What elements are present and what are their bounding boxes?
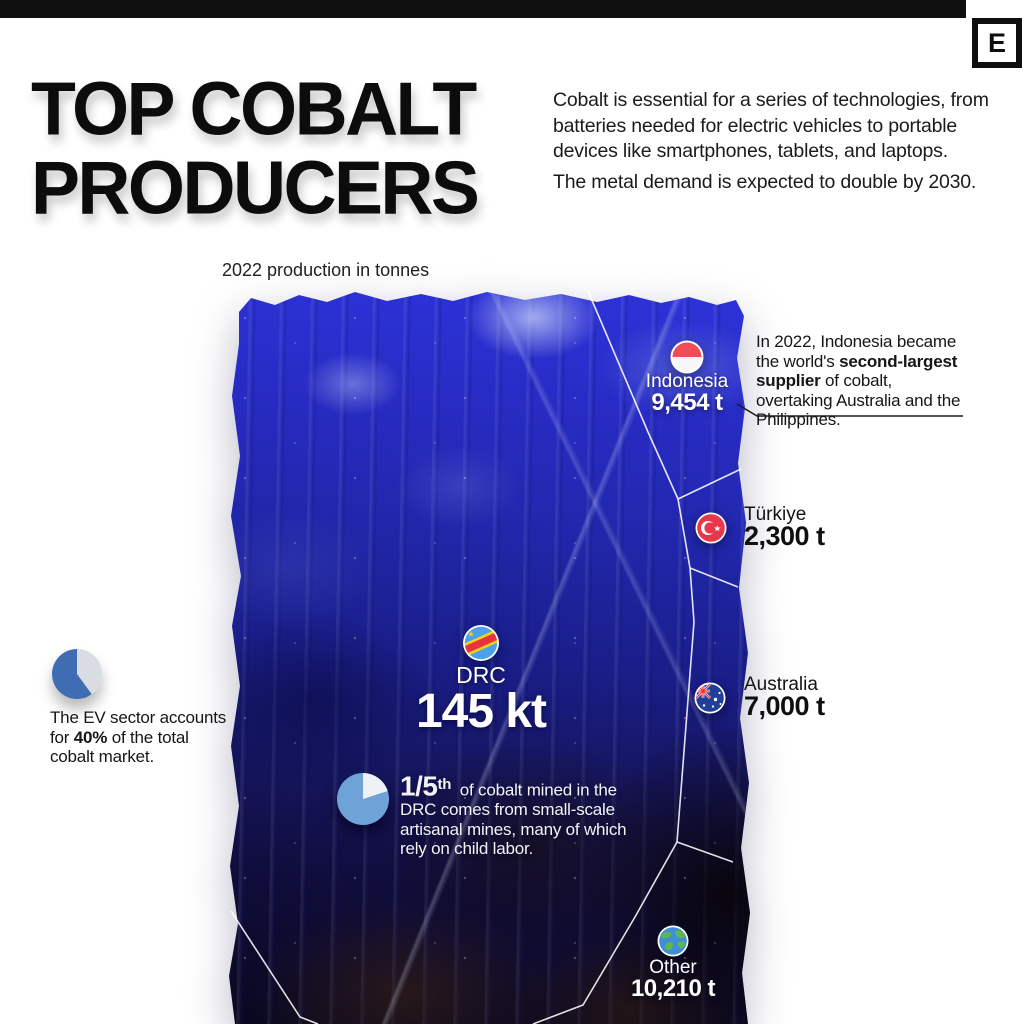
indonesia-callout: In 2022, Indonesia became the world's se… bbox=[756, 332, 970, 430]
artisanal-fraction: 1/5 bbox=[400, 770, 438, 802]
cell-border-australia-other bbox=[676, 841, 734, 863]
cell-border-turkiye-drc bbox=[677, 498, 691, 569]
australia-flag-icon bbox=[694, 682, 726, 714]
top-black-bar bbox=[0, 0, 966, 18]
page-title-line2: PRODUCERS bbox=[31, 146, 480, 231]
drc-flag-icon bbox=[463, 625, 499, 661]
intro-paragraph-2: The metal demand is expected to double b… bbox=[553, 171, 977, 193]
indonesia-callout-text: In 2022, Indonesia became the world's bbox=[756, 332, 957, 371]
ev-note-bold: 40% bbox=[73, 727, 108, 747]
artisanal-note-text: of cobalt mined in the DRC comes from sm… bbox=[400, 780, 627, 859]
drc-value: 145 kt bbox=[415, 685, 547, 738]
ev-note-text: The EV sector accounts for bbox=[50, 708, 227, 747]
ev-note-text-2: of the total cobalt market. bbox=[50, 727, 189, 767]
artisanal-share-pie bbox=[337, 773, 389, 825]
artisanal-note: 1/5th of cobalt mined in the DRC comes f… bbox=[400, 772, 632, 859]
other-label: Other bbox=[649, 957, 697, 978]
indonesia-label: Indonesia bbox=[645, 371, 729, 392]
ev-note: The EV sector accounts for 40% of the to… bbox=[50, 708, 230, 767]
australia-value: 7,000 t bbox=[744, 691, 825, 721]
cell-border-bottom-left bbox=[230, 910, 319, 1024]
cell-border-australia-drc bbox=[676, 567, 695, 843]
elements-logo: E bbox=[972, 18, 1022, 68]
australia-label: Australia bbox=[744, 674, 818, 695]
artisanal-fraction-sup: th bbox=[437, 776, 452, 793]
indonesia-flag-icon bbox=[670, 340, 704, 374]
turkiye-label: Türkiye bbox=[744, 504, 807, 525]
page-title: TOP COBALT PRODUCERS bbox=[31, 67, 480, 231]
elements-logo-letter: E bbox=[978, 24, 1016, 62]
intro-paragraph-1: Cobalt is essential for a series of tech… bbox=[553, 89, 989, 162]
cell-border-indonesia-turkiye bbox=[677, 468, 742, 500]
cell-border-turkiye-australia bbox=[689, 567, 739, 588]
chart-subtitle: 2022 production in tonnes bbox=[222, 260, 430, 280]
globe-icon bbox=[657, 925, 689, 957]
indonesia-callout-bold: second-largest supplier bbox=[756, 351, 958, 391]
turkiye-value: 2,300 t bbox=[744, 521, 825, 551]
ev-share-pie bbox=[52, 649, 102, 699]
indonesia-value: 9,454 t bbox=[651, 389, 723, 416]
page-title-line1: TOP COBALT bbox=[31, 67, 477, 152]
drc-label: DRC bbox=[456, 662, 506, 688]
indonesia-callout-text-2: of cobalt, overtaking Australia and the … bbox=[756, 371, 961, 429]
other-value: 10,210 t bbox=[630, 975, 716, 1002]
turkiye-flag-icon bbox=[695, 512, 727, 544]
